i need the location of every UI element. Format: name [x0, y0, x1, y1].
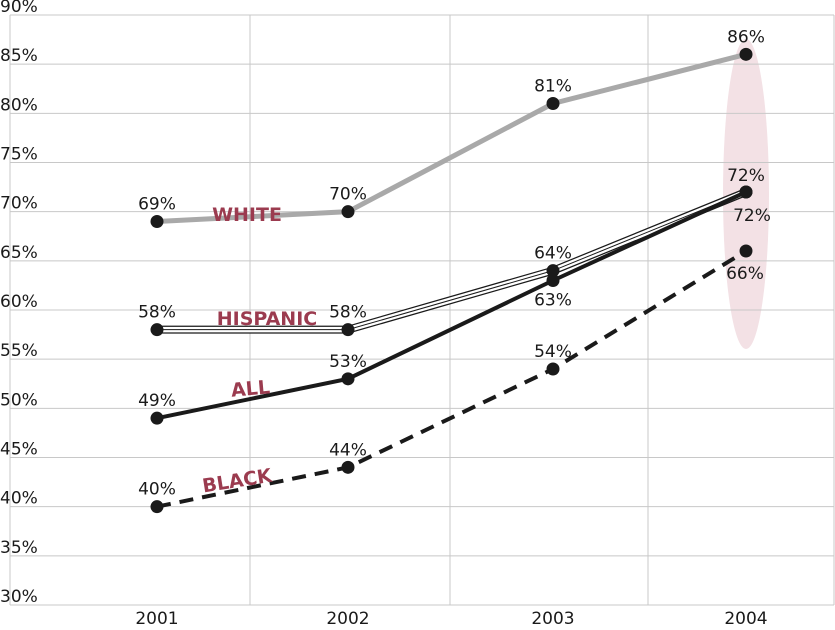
series-line-hispanic-inner	[157, 191, 747, 331]
y-tick-label: 80%	[0, 95, 38, 115]
data-point-all	[546, 274, 560, 287]
y-tick-label: 60%	[0, 292, 38, 312]
data-point-black	[341, 460, 355, 474]
y-tick-label: 30%	[0, 587, 38, 607]
data-label-hispanic: 58%	[329, 303, 367, 323]
data-point-black	[739, 244, 753, 258]
data-label-all: 63%	[534, 291, 572, 311]
x-tick-label: 2001	[135, 609, 178, 629]
data-label-white: 69%	[138, 195, 176, 215]
y-tick-label: 65%	[0, 243, 38, 263]
data-label-all: 53%	[329, 352, 367, 372]
data-point-white	[341, 205, 355, 219]
data-point-white	[739, 47, 753, 61]
data-point-white	[546, 97, 560, 110]
data-point-white	[150, 215, 164, 228]
data-label-black: 54%	[534, 342, 572, 362]
data-label-black: 40%	[138, 480, 176, 500]
y-tick-label: 90%	[0, 0, 38, 17]
series-label-black: BLACK	[201, 465, 275, 498]
y-tick-label: 55%	[0, 341, 38, 361]
data-point-hispanic	[546, 264, 560, 278]
series-label-hispanic: HISPANIC	[217, 308, 317, 330]
series-line-white	[156, 51, 747, 224]
y-tick-label: 45%	[0, 440, 38, 460]
data-point-all	[150, 411, 164, 425]
data-point-hispanic	[341, 323, 355, 337]
series-label-all: ALL	[230, 376, 271, 401]
data-point-hispanic	[150, 323, 164, 337]
x-tick-label: 2004	[724, 609, 767, 629]
data-label-all: 49%	[138, 391, 176, 411]
y-tick-label: 50%	[0, 390, 38, 410]
data-label-hispanic: 64%	[534, 244, 572, 264]
y-tick-label: 40%	[0, 489, 38, 509]
data-label-all: 72%	[727, 166, 765, 186]
x-tick-label: 2002	[326, 609, 369, 629]
data-label-hispanic: 58%	[138, 303, 176, 323]
series-label-white: WHITE	[212, 204, 282, 226]
data-label-white: 70%	[329, 185, 367, 205]
data-point-all	[739, 185, 753, 199]
y-tick-label: 35%	[0, 538, 38, 558]
data-point-all	[341, 372, 355, 386]
x-tick-label: 2003	[531, 609, 574, 629]
data-label-black: 44%	[329, 440, 367, 460]
y-tick-label: 85%	[0, 46, 38, 66]
data-label-black: 66%	[726, 264, 764, 284]
data-point-black	[546, 362, 560, 376]
data-label-hispanic: 72%	[733, 206, 771, 226]
y-tick-label: 75%	[0, 145, 38, 165]
series-line-all	[156, 190, 747, 421]
data-label-white: 86%	[727, 27, 765, 47]
data-label-white: 81%	[534, 77, 572, 97]
y-tick-label: 70%	[0, 194, 38, 214]
series-line-black	[156, 249, 748, 509]
data-point-black	[150, 500, 164, 514]
